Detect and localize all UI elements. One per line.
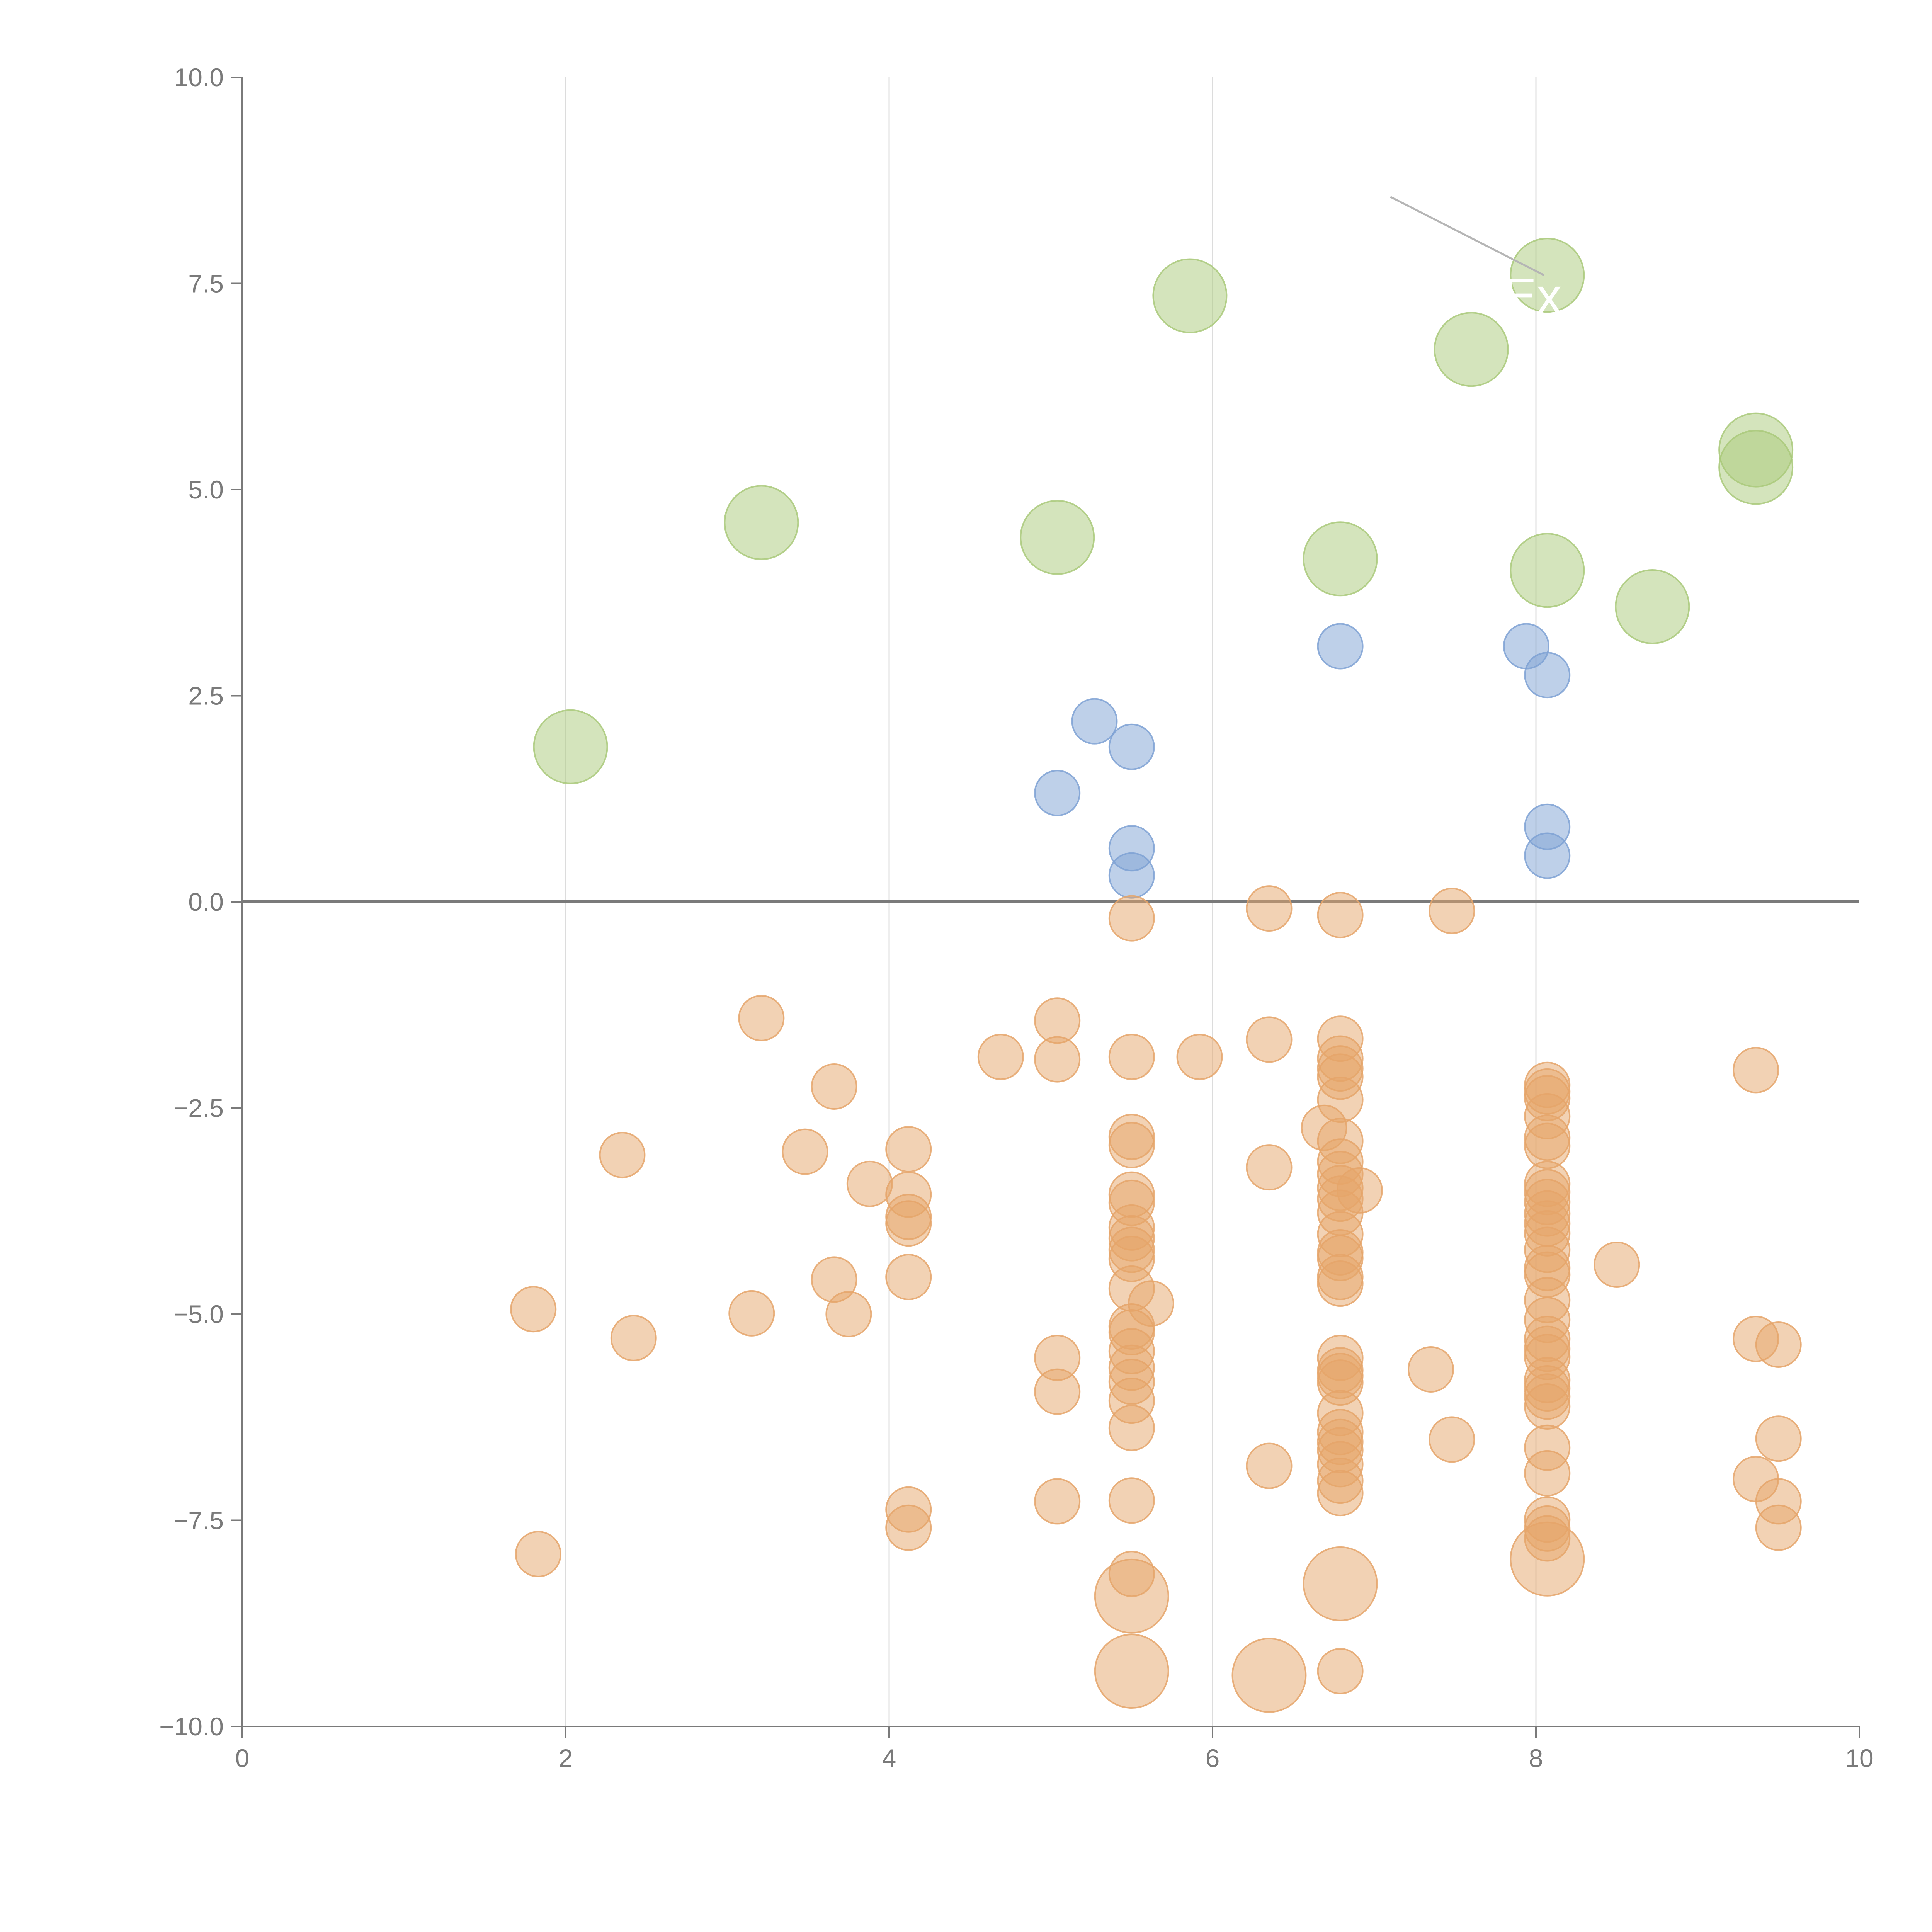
data-point: [1317, 1470, 1364, 1517]
data-point: [1317, 1260, 1364, 1307]
data-point: [1510, 533, 1585, 608]
data-point: [1303, 521, 1378, 597]
data-point: [1071, 698, 1118, 745]
data-point: [885, 1253, 932, 1300]
data-point: [1108, 1034, 1155, 1080]
data-point: [738, 995, 785, 1041]
data-point: [1303, 1546, 1378, 1621]
data-point: [599, 1132, 646, 1179]
data-point: [1108, 1122, 1155, 1168]
data-point: [1108, 1477, 1155, 1524]
x-tick-label: 8: [1529, 1744, 1543, 1772]
series-green: [533, 238, 1794, 784]
y-tick-label: 7.5: [188, 269, 224, 298]
y-tick-label: 5.0: [188, 475, 224, 504]
data-points: [510, 238, 1802, 1713]
data-point: [724, 485, 799, 560]
x-tick-label: 2: [559, 1744, 573, 1772]
data-point: [1594, 1241, 1640, 1288]
data-point: [510, 1286, 557, 1333]
data-point: [1429, 1416, 1475, 1463]
data-point: [1246, 1016, 1293, 1063]
data-point: [782, 1128, 828, 1175]
data-point: [811, 1063, 857, 1110]
data-point: [1108, 895, 1155, 942]
data-point: [1034, 1478, 1081, 1525]
data-point: [1755, 1321, 1802, 1368]
annotation: Ex: [1390, 196, 1562, 324]
x-tick-label: 4: [882, 1744, 896, 1772]
y-tick-label: −2.5: [173, 1094, 224, 1122]
data-point: [846, 1160, 893, 1207]
data-point: [1510, 238, 1585, 313]
y-tick-label: −5.0: [173, 1300, 224, 1328]
x-tick-label: 6: [1206, 1744, 1220, 1772]
data-point: [1733, 1047, 1779, 1094]
data-point: [977, 1034, 1024, 1080]
data-point: [1176, 1034, 1223, 1080]
data-point: [885, 1504, 932, 1551]
axes: −10.0 −7.5 −5.0 −2.5 0.0 2.5 5.0 7.5 10.0 0 2 4 6 8 10: [159, 63, 1874, 1772]
data-point: [1020, 500, 1095, 575]
data-point: [1718, 430, 1794, 505]
x-tick-label: 10: [1845, 1744, 1873, 1772]
data-point: [1524, 832, 1571, 879]
data-point: [1755, 1504, 1802, 1551]
x-tick-label: 0: [235, 1744, 250, 1772]
y-tick-label: 10.0: [174, 63, 224, 92]
data-point: [1524, 1450, 1571, 1497]
data-point: [1034, 1368, 1081, 1415]
data-point: [1429, 888, 1475, 934]
y-tick-label: −7.5: [173, 1506, 224, 1535]
data-point: [1108, 1405, 1155, 1451]
y-tick-label: 2.5: [188, 682, 224, 710]
data-point: [1317, 623, 1364, 670]
data-point: [1755, 1415, 1802, 1462]
data-point: [1317, 1648, 1364, 1695]
data-point: [728, 1290, 775, 1337]
series-orange: [510, 885, 1802, 1695]
data-point: [1434, 312, 1509, 387]
annotation-label: Ex: [1503, 268, 1562, 324]
data-point: [1407, 1346, 1454, 1393]
data-point: [1246, 885, 1293, 932]
data-point: [1317, 892, 1364, 939]
annotation-line: [1390, 196, 1545, 276]
data-point: [1615, 569, 1690, 645]
y-tick-label: −10.0: [159, 1712, 224, 1741]
data-point: [1094, 1634, 1169, 1709]
data-point: [1108, 723, 1155, 770]
data-point: [1524, 652, 1571, 699]
series-orange-large: [1094, 1521, 1585, 1713]
data-point: [1524, 1383, 1571, 1430]
data-point: [1108, 852, 1155, 899]
data-point: [1246, 1144, 1293, 1191]
data-point: [1246, 1442, 1293, 1489]
data-point: [1094, 1558, 1169, 1634]
data-point: [1231, 1638, 1307, 1713]
y-tick-label: 0.0: [188, 888, 224, 916]
data-point: [1510, 1521, 1585, 1597]
series-blue: [1034, 623, 1571, 899]
data-point: [610, 1315, 657, 1361]
data-point: [533, 709, 608, 784]
data-point: [1152, 258, 1228, 333]
data-point: [1034, 1036, 1081, 1083]
data-point: [515, 1531, 561, 1577]
data-point: [885, 1200, 932, 1247]
data-point: [1034, 770, 1081, 816]
data-point: [825, 1291, 872, 1337]
data-point: [885, 1126, 932, 1173]
